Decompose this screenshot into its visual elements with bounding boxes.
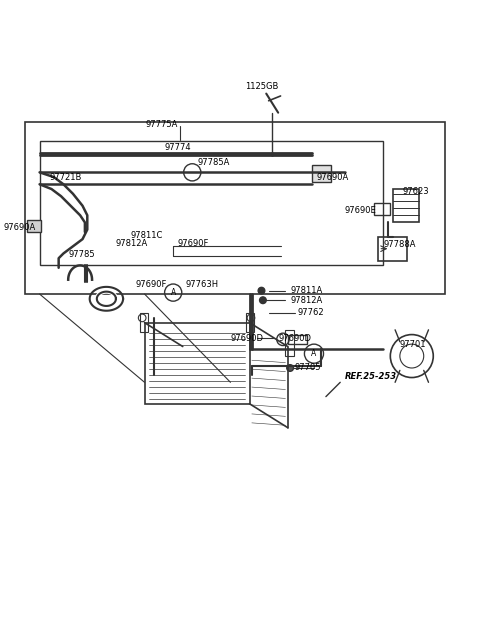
Text: 97811A: 97811A	[290, 286, 323, 295]
Text: 97811C: 97811C	[130, 231, 163, 240]
Text: 97690D: 97690D	[278, 334, 311, 343]
Bar	[246, 313, 254, 332]
Text: 97788A: 97788A	[383, 240, 416, 249]
Text: 97775A: 97775A	[145, 120, 178, 129]
Text: 97701: 97701	[400, 339, 426, 349]
Text: REF.25-253: REF.25-253	[345, 372, 397, 381]
Text: 97690F: 97690F	[178, 239, 209, 249]
Text: 97762: 97762	[297, 308, 324, 317]
Text: 97690A: 97690A	[4, 223, 36, 232]
Bar	[378, 237, 407, 261]
Bar	[25, 122, 445, 294]
Text: 97705: 97705	[295, 363, 322, 372]
Bar	[288, 334, 307, 344]
Text: 97812A: 97812A	[290, 296, 323, 305]
Circle shape	[287, 365, 293, 371]
Text: 97785A: 97785A	[197, 158, 229, 167]
Bar	[393, 189, 419, 223]
Text: 97812A: 97812A	[116, 239, 148, 249]
Text: A: A	[170, 288, 176, 297]
Text: 97721B: 97721B	[49, 173, 82, 182]
Text: A: A	[312, 349, 317, 358]
Text: 97763H: 97763H	[185, 280, 218, 289]
Text: 97690A: 97690A	[316, 173, 348, 182]
Circle shape	[258, 287, 265, 294]
Bar	[39, 141, 383, 266]
Bar	[144, 322, 250, 404]
Text: 97690E: 97690E	[345, 206, 377, 215]
Text: 97785: 97785	[68, 250, 95, 259]
Circle shape	[260, 297, 266, 304]
Text: 1125GB: 1125GB	[245, 82, 278, 91]
Text: 97690F: 97690F	[135, 280, 167, 289]
Bar	[27, 220, 41, 232]
Bar	[285, 330, 294, 356]
Text: 97623: 97623	[402, 187, 429, 196]
Bar	[312, 165, 331, 182]
Text: 97774: 97774	[165, 143, 191, 151]
Bar	[140, 313, 148, 332]
Bar	[373, 203, 390, 215]
Text: 97690D: 97690D	[230, 334, 264, 343]
